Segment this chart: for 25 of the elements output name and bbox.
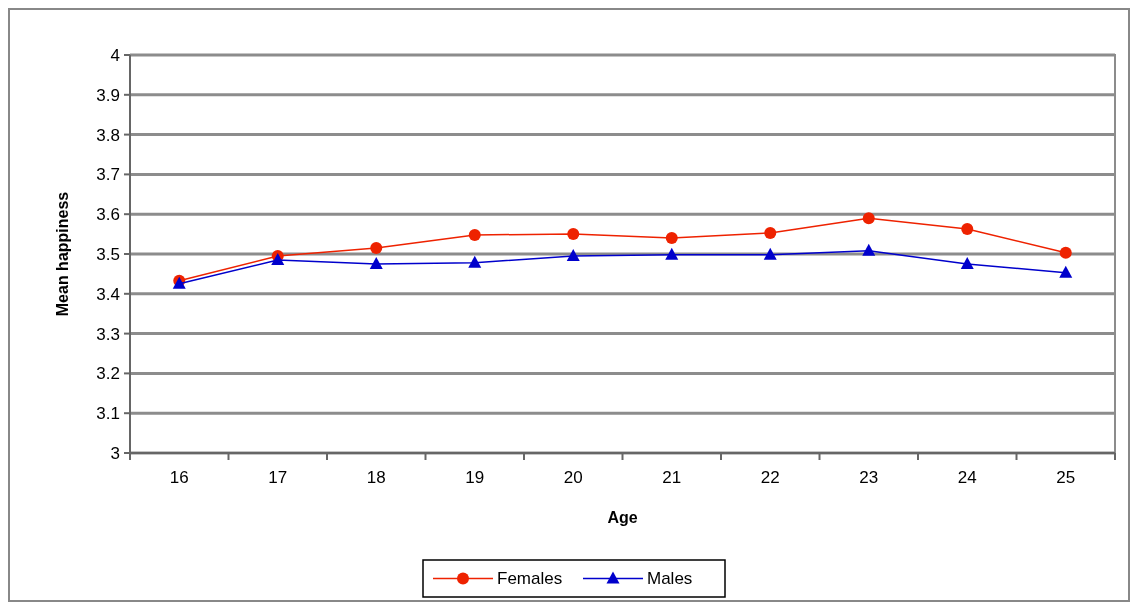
y-tick-label: 3.4 (96, 284, 120, 304)
y-tick-label: 3.9 (96, 85, 120, 105)
x-axis-title: Age (607, 509, 638, 526)
x-tick-label: 16 (169, 468, 189, 487)
y-tick-label: 3.7 (96, 165, 120, 185)
y-tick-label: 3.8 (96, 125, 120, 145)
y-tick-label: 3.6 (96, 205, 120, 225)
y-tick-label: 3.3 (96, 324, 120, 344)
y-tick-label: 3.1 (96, 404, 120, 424)
x-tick-label: 18 (366, 468, 386, 487)
x-tick-label: 17 (268, 468, 288, 487)
x-tick-label: 21 (662, 468, 682, 487)
x-tick-label: 23 (859, 468, 879, 487)
y-tick-label: 3.5 (96, 244, 120, 264)
x-tick-label: 20 (563, 468, 583, 487)
y-tick-label: 3 (110, 443, 120, 463)
x-tick-label: 24 (957, 468, 977, 487)
legend-label: Males (647, 569, 693, 589)
y-tick-label: 4 (110, 45, 120, 65)
x-tick-label: 19 (465, 468, 485, 487)
legend-label: Females (497, 569, 563, 589)
x-tick-label: 25 (1056, 468, 1076, 487)
y-tick-label: 3.2 (96, 364, 120, 384)
x-tick-label: 22 (760, 468, 780, 487)
y-axis-title: Mean happiness (54, 191, 71, 317)
